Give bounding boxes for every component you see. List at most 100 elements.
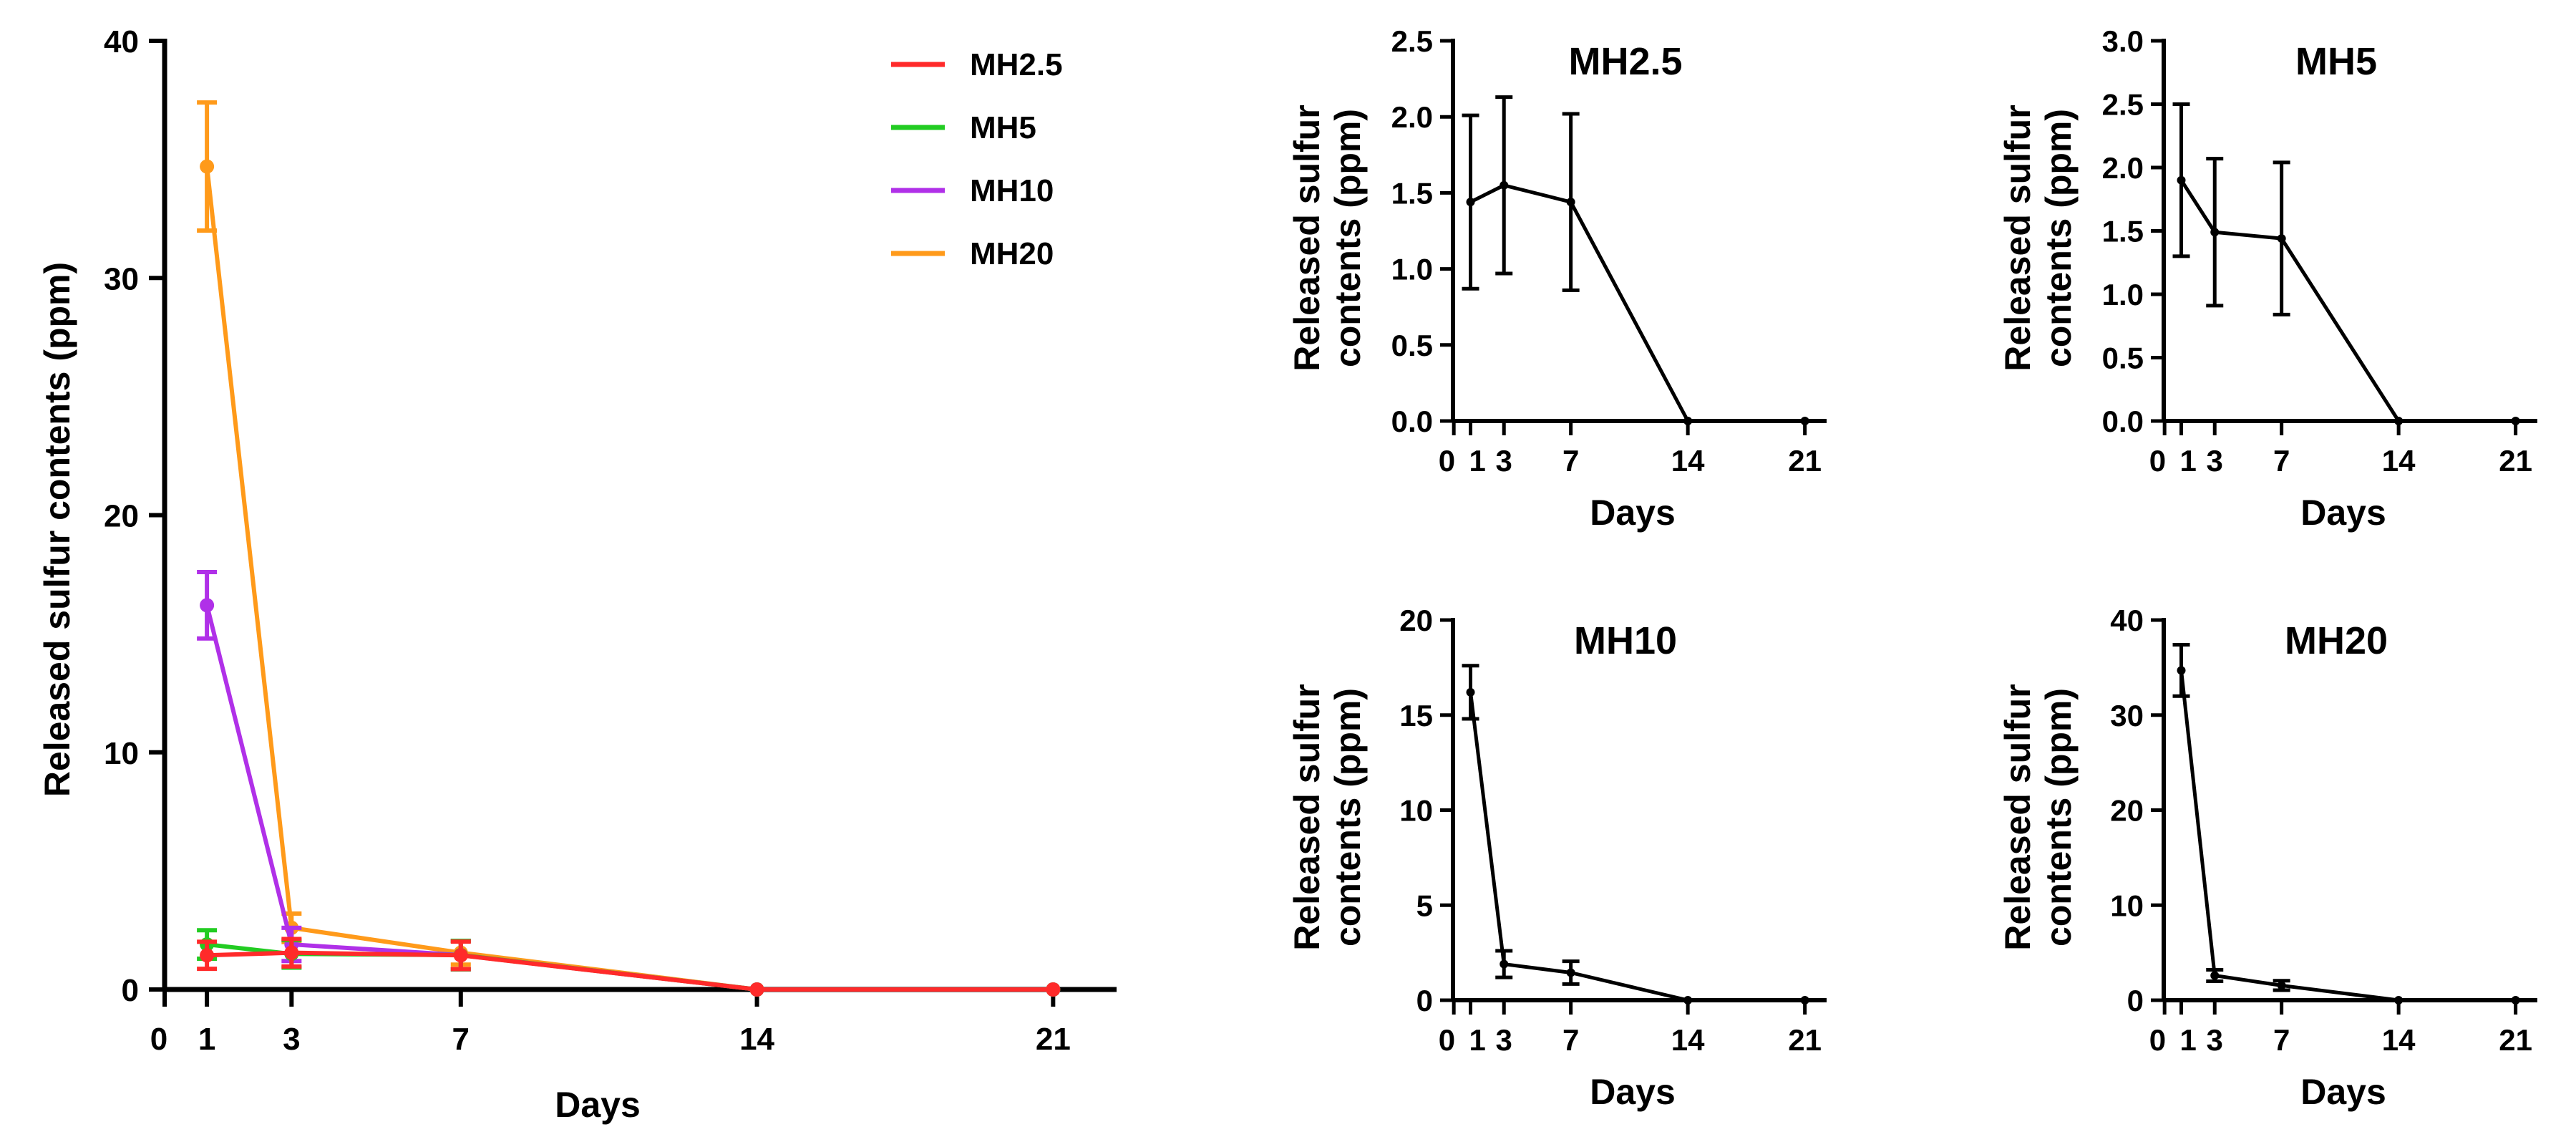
x-axis-title: Days [2300, 493, 2386, 533]
y-tick-label: 20 [1399, 604, 1433, 637]
series-line [207, 950, 1054, 992]
y-tick-label: 0.0 [1391, 405, 1433, 438]
data-point [200, 948, 215, 963]
series-mh20 [197, 100, 1061, 997]
y-tick-label: 0.5 [1391, 329, 1433, 362]
data-point [1800, 417, 1809, 425]
series-line [2179, 179, 2516, 423]
panel-mh5: 0.0 0.5 1.0 1.5 2.0 2.5 3.0 0 1 3 7 14 21 MH5 Days Rele… [1998, 24, 2537, 533]
y-tick-label: 30 [104, 261, 139, 296]
y-tick-label: 30 [2110, 699, 2144, 732]
x-axis-title: Days [1590, 1072, 1676, 1112]
x-tick-label: 7 [1562, 444, 1579, 478]
y-axis-title-line1: Released sulfur [1998, 684, 2038, 950]
data-point [1466, 687, 1475, 697]
y-tick-label: 2.5 [1391, 24, 1433, 58]
data-point [200, 159, 215, 174]
x-tick-label: 3 [2207, 444, 2223, 478]
y-tick-label: 1.5 [1391, 176, 1433, 210]
y-tick-label: 2.0 [1391, 100, 1433, 134]
y-tick-label: 0.0 [2102, 405, 2144, 438]
series-line [1469, 183, 1805, 423]
x-tick-label: 0 [150, 1022, 167, 1057]
x-tick-label: 0 [2149, 1023, 2166, 1057]
y-tick-label: 1.5 [2102, 215, 2144, 248]
x-tick-label: 1 [1469, 1023, 1486, 1057]
x-tick-label: 1 [198, 1022, 215, 1057]
y-tick-label: 1.0 [1391, 253, 1433, 286]
panel-title: MH20 [2285, 619, 2388, 662]
series-line [1469, 692, 1805, 1002]
x-tick-label: 3 [2207, 1023, 2223, 1057]
y-axis-title-line1: Released sulfur [1998, 105, 2038, 371]
data-point [1683, 996, 1693, 1005]
series-mh2-5 [197, 937, 1061, 997]
data-point [1800, 996, 1809, 1005]
y-tick-label: 1.0 [2102, 278, 2144, 311]
x-tick-label: 0 [2149, 444, 2166, 478]
data-point [2210, 228, 2220, 237]
panel-mh2-5: 0.0 0.5 1.0 1.5 2.0 2.5 0 1 3 7 14 21 MH2.5 Days Relea… [1287, 24, 1827, 533]
y-tick-label: 0 [122, 973, 139, 1008]
x-tick-label: 21 [1788, 444, 1822, 478]
legend-label: MH2.5 [970, 47, 1063, 82]
y-tick-label: 10 [104, 736, 139, 771]
y-tick-label: 20 [2110, 794, 2144, 828]
series-mh5 [197, 928, 1061, 997]
y-axis-title-line2: contents (ppm) [1328, 109, 1368, 367]
y-tick-label: 15 [1399, 699, 1433, 732]
data-point [1466, 198, 1475, 207]
data-point [1566, 198, 1575, 207]
x-tick-label: 1 [1469, 444, 1486, 478]
y-tick-label: 10 [1399, 794, 1433, 828]
data-point [2177, 666, 2186, 675]
x-tick-label: 14 [2382, 1023, 2416, 1057]
x-axis-title: Days [2300, 1072, 2386, 1112]
x-tick-label: 14 [739, 1022, 774, 1057]
y-tick-label: 3.0 [2102, 24, 2144, 58]
x-tick-label: 7 [1562, 1023, 1579, 1057]
legend: MH2.5 MH5 MH10 MH20 [891, 47, 1063, 271]
data-point [1566, 968, 1575, 977]
x-tick-label: 21 [2499, 1023, 2532, 1057]
y-axis-title-line2: contents (ppm) [1328, 688, 1368, 947]
data-point [1683, 417, 1693, 425]
y-axis-title: Released sulfur contents (ppm) [37, 262, 77, 797]
x-tick-label: 0 [1439, 1023, 1455, 1057]
y-axis-title-line1: Released sulfur [1287, 684, 1327, 950]
x-tick-label: 14 [2382, 444, 2416, 478]
data-point [1500, 959, 1509, 969]
data-point [2277, 981, 2286, 990]
legend-label: MH10 [970, 173, 1054, 208]
y-tick-label: 2.5 [2102, 88, 2144, 122]
legend-label: MH5 [970, 110, 1036, 145]
data-point [2210, 971, 2220, 980]
legend-label: MH20 [970, 236, 1054, 271]
y-tick-label: 2.0 [2102, 151, 2144, 185]
x-tick-label: 7 [2273, 444, 2290, 478]
panel-title: MH10 [1574, 619, 1677, 662]
y-tick-label: 10 [2110, 889, 2144, 922]
x-tick-label: 14 [1671, 1023, 1705, 1057]
x-tick-label: 7 [2273, 1023, 2290, 1057]
y-axis-title-line2: contents (ppm) [2038, 109, 2079, 367]
x-tick-label: 14 [1671, 444, 1705, 478]
y-tick-label: 0 [1416, 984, 1433, 1017]
x-tick-label: 3 [283, 1022, 300, 1057]
x-tick-label: 21 [1036, 1022, 1071, 1057]
panel-title: MH5 [2295, 40, 2377, 83]
x-tick-label: 21 [1788, 1023, 1822, 1057]
data-point [200, 598, 215, 613]
data-point [1500, 180, 1509, 190]
y-tick-label: 0.5 [2102, 342, 2144, 375]
data-point [749, 982, 764, 997]
y-axis-title-line1: Released sulfur [1287, 105, 1327, 371]
data-point [453, 948, 468, 963]
x-axis-title: Days [1590, 493, 1676, 533]
data-point [2511, 996, 2520, 1005]
series-line [206, 942, 1054, 992]
y-axis-title: Released sulfur contents (ppm) [1287, 684, 1368, 950]
x-tick-label: 3 [1496, 1023, 1512, 1057]
